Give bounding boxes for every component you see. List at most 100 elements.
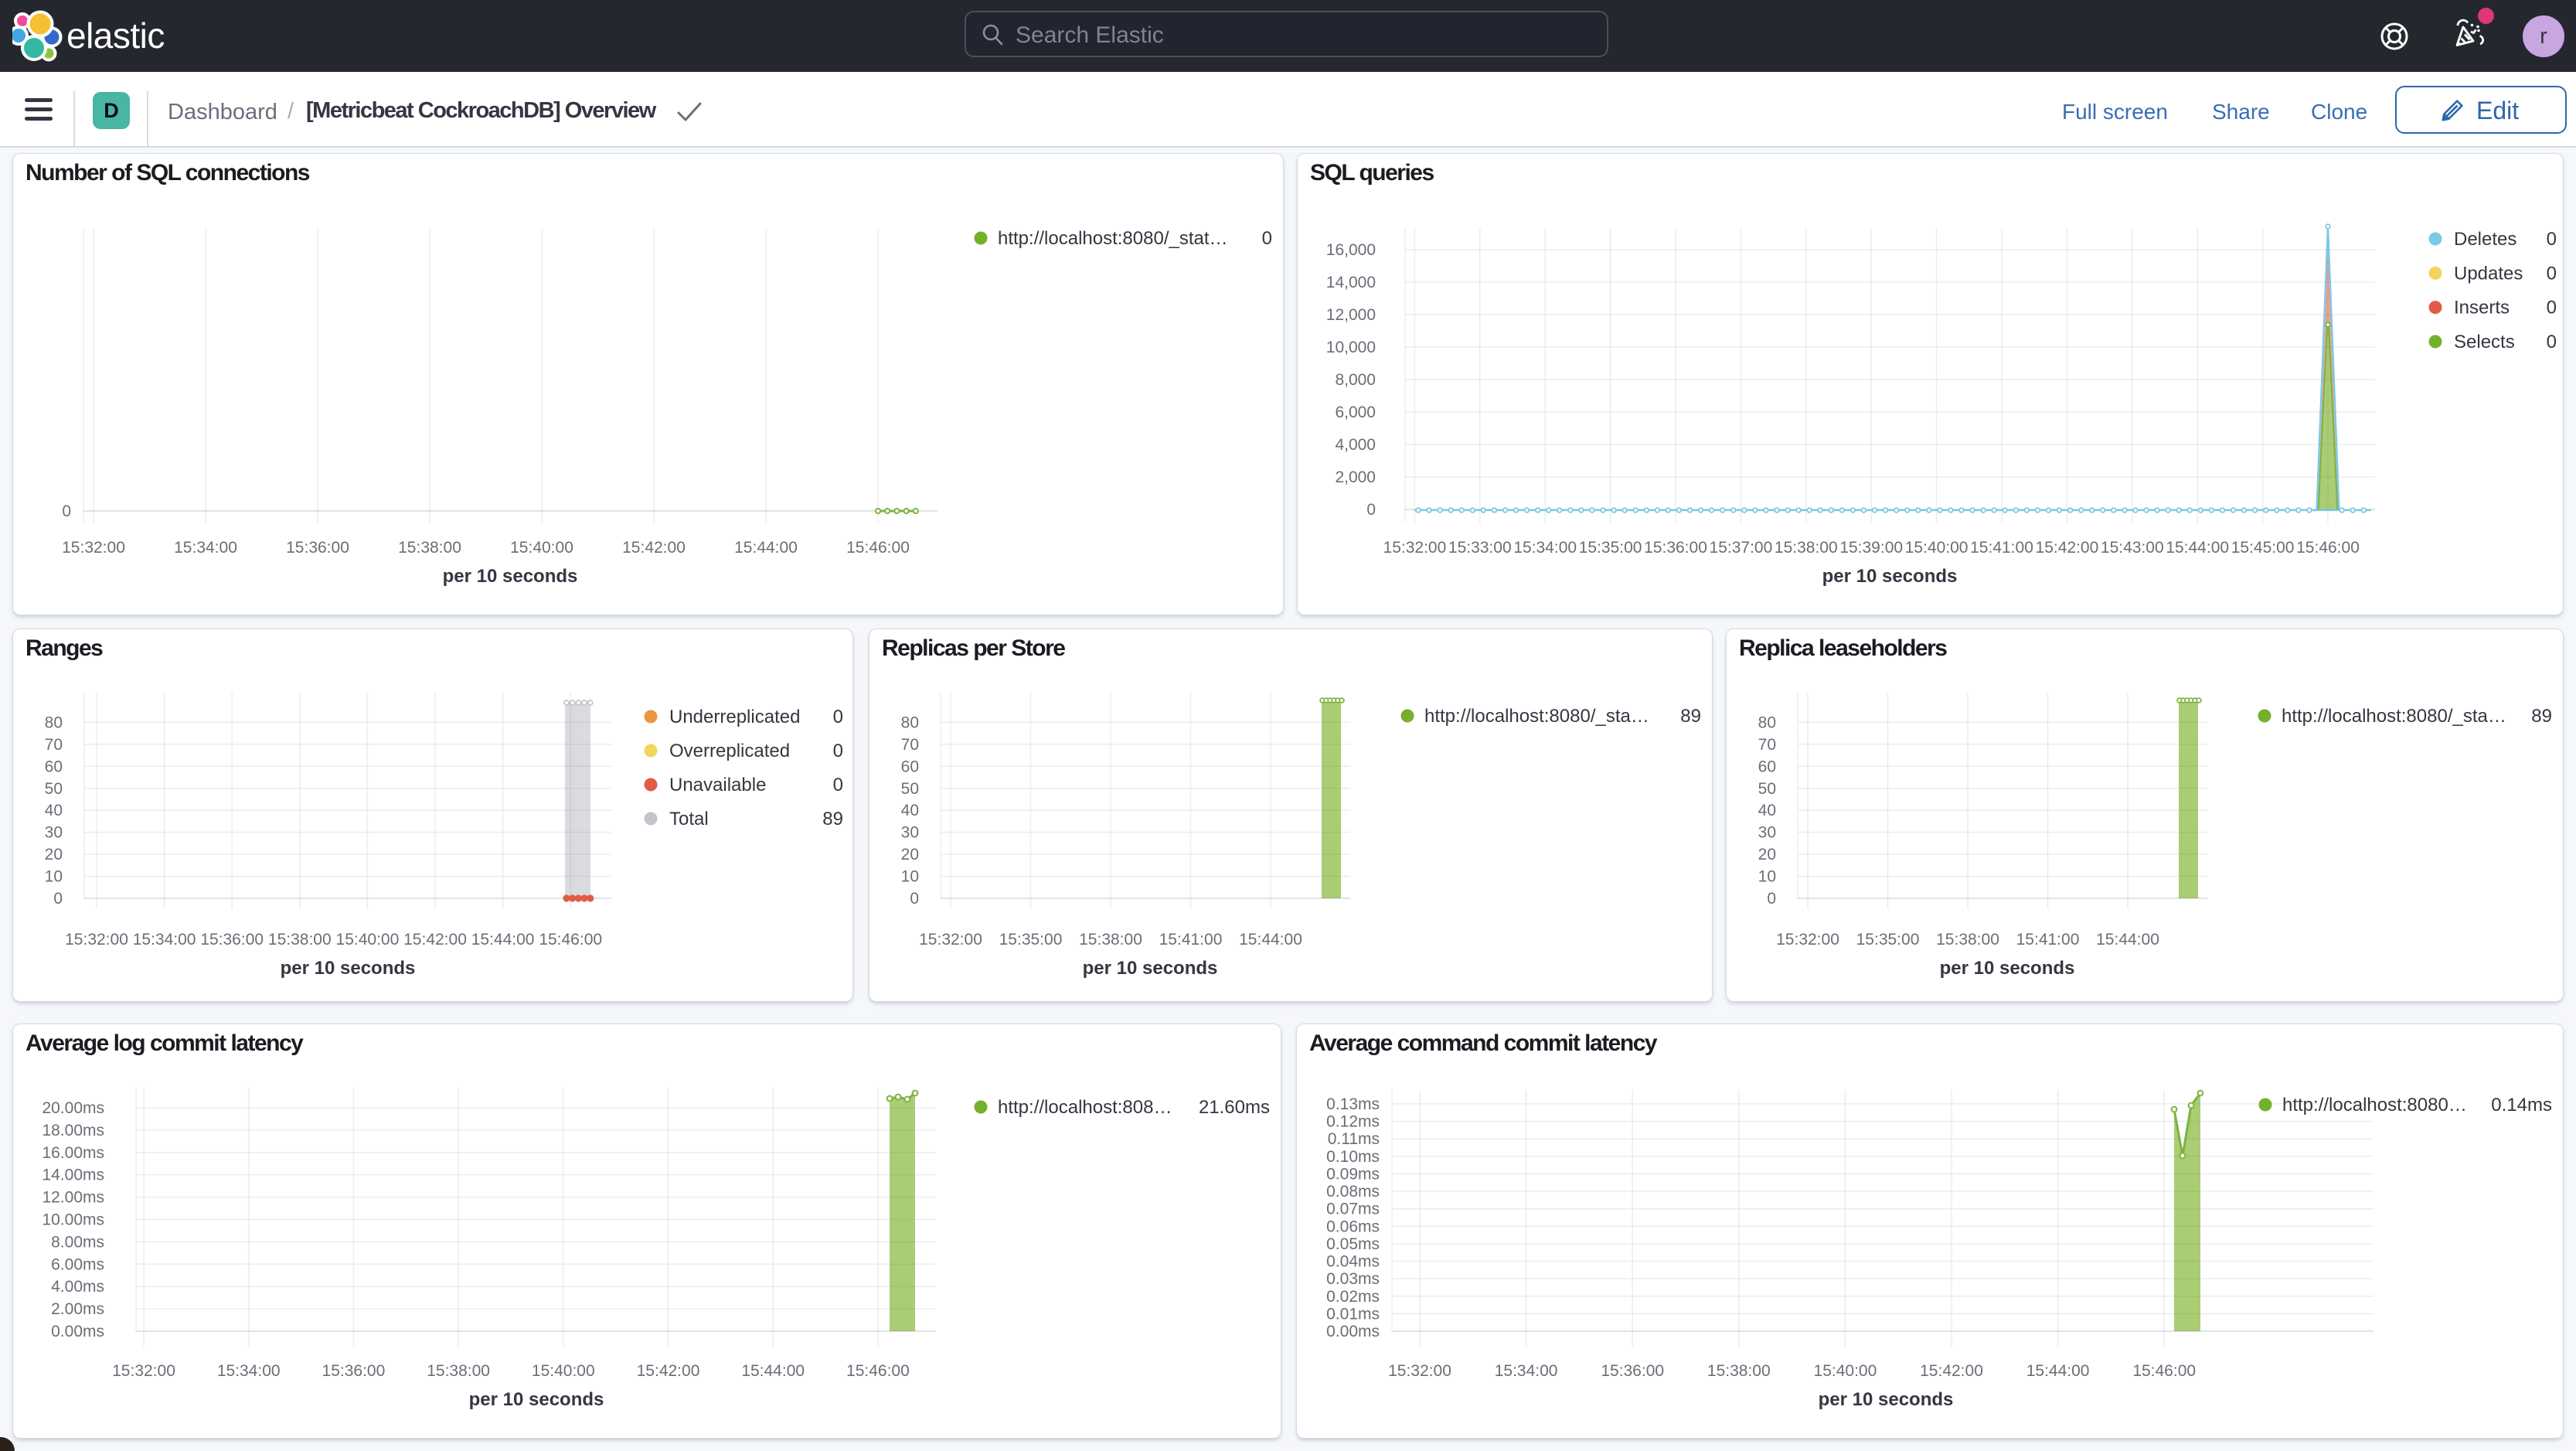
svg-text:50: 50 — [45, 780, 63, 798]
svg-text:15:36:00: 15:36:00 — [200, 931, 264, 949]
svg-text:15:34:00: 15:34:00 — [217, 1362, 281, 1380]
svg-text:0.00ms: 0.00ms — [1326, 1323, 1380, 1340]
svg-text:8.00ms: 8.00ms — [51, 1233, 104, 1251]
svg-text:http://localhost:8080/_stat…: http://localhost:8080/_stat… — [998, 228, 1228, 249]
svg-text:4.00ms: 4.00ms — [51, 1278, 104, 1296]
svg-text:15:38:00: 15:38:00 — [398, 539, 461, 557]
svg-text:15:44:00: 15:44:00 — [2096, 931, 2159, 949]
svg-text:30: 30 — [45, 824, 63, 842]
svg-text:30: 30 — [901, 824, 919, 842]
svg-text:70: 70 — [901, 736, 919, 754]
svg-text:0.00ms: 0.00ms — [51, 1323, 104, 1340]
svg-text:per 10 seconds: per 10 seconds — [281, 958, 416, 979]
svg-text:15:38:00: 15:38:00 — [1936, 931, 1999, 949]
svg-text:15:40:00: 15:40:00 — [1814, 1362, 1877, 1380]
svg-text:15:38:00: 15:38:00 — [268, 931, 332, 949]
svg-text:15:38:00: 15:38:00 — [1707, 1362, 1771, 1380]
svg-text:http://localhost:8080…: http://localhost:8080… — [2282, 1095, 2467, 1115]
svg-text:0.02ms: 0.02ms — [1326, 1288, 1380, 1306]
svg-text:per 10 seconds: per 10 seconds — [1940, 958, 2075, 979]
svg-text:Underreplicated: Underreplicated — [669, 707, 800, 727]
svg-text:15:41:00: 15:41:00 — [2016, 931, 2080, 949]
svg-text:15:44:00: 15:44:00 — [2166, 539, 2229, 557]
svg-text:0: 0 — [2547, 298, 2557, 318]
svg-text:15:42:00: 15:42:00 — [2036, 539, 2099, 557]
svg-text:http://localhost:808…: http://localhost:808… — [998, 1097, 1172, 1118]
svg-text:15:42:00: 15:42:00 — [403, 931, 467, 949]
svg-text:15:34:00: 15:34:00 — [1513, 539, 1577, 557]
svg-text:per 10 seconds: per 10 seconds — [469, 1389, 604, 1410]
svg-text:0.08ms: 0.08ms — [1326, 1183, 1380, 1201]
svg-text:Updates: Updates — [2454, 263, 2523, 284]
svg-text:15:44:00: 15:44:00 — [734, 539, 798, 557]
svg-text:15:34:00: 15:34:00 — [174, 539, 237, 557]
svg-text:0.13ms: 0.13ms — [1326, 1095, 1380, 1113]
svg-text:6.00ms: 6.00ms — [51, 1255, 104, 1273]
svg-text:15:46:00: 15:46:00 — [846, 539, 910, 557]
svg-text:20.00ms: 20.00ms — [42, 1099, 104, 1117]
svg-text:15:38:00: 15:38:00 — [1079, 931, 1142, 949]
svg-text:Overreplicated: Overreplicated — [669, 741, 790, 761]
svg-text:0: 0 — [833, 741, 843, 761]
svg-text:0.11ms: 0.11ms — [1328, 1130, 1380, 1148]
svg-text:21.60ms: 21.60ms — [1199, 1097, 1270, 1118]
svg-text:15:34:00: 15:34:00 — [1495, 1362, 1558, 1380]
svg-text:15:32:00: 15:32:00 — [112, 1362, 175, 1380]
svg-text:0.06ms: 0.06ms — [1326, 1218, 1380, 1235]
svg-text:10.00ms: 10.00ms — [42, 1211, 104, 1229]
svg-text:12.00ms: 12.00ms — [42, 1189, 104, 1207]
svg-text:0: 0 — [833, 775, 843, 795]
svg-text:0.01ms: 0.01ms — [1326, 1305, 1380, 1323]
svg-text:15:36:00: 15:36:00 — [1644, 539, 1707, 557]
svg-text:16.00ms: 16.00ms — [42, 1144, 104, 1162]
svg-text:40: 40 — [45, 802, 63, 819]
svg-text:15:36:00: 15:36:00 — [1601, 1362, 1664, 1380]
svg-text:0: 0 — [1767, 890, 1776, 908]
svg-text:15:40:00: 15:40:00 — [1905, 539, 1969, 557]
svg-text:40: 40 — [901, 802, 919, 819]
svg-text:15:35:00: 15:35:00 — [1856, 931, 1920, 949]
svg-text:89: 89 — [2531, 706, 2552, 727]
svg-text:15:38:00: 15:38:00 — [1775, 539, 1838, 557]
svg-text:0.12ms: 0.12ms — [1326, 1113, 1380, 1131]
svg-text:15:42:00: 15:42:00 — [622, 539, 686, 557]
svg-text:60: 60 — [1758, 758, 1776, 775]
svg-text:per 10 seconds: per 10 seconds — [1822, 566, 1958, 587]
svg-text:50: 50 — [1758, 780, 1776, 798]
svg-text:2.00ms: 2.00ms — [51, 1300, 104, 1318]
svg-text:0: 0 — [910, 890, 919, 908]
svg-text:0: 0 — [2547, 229, 2557, 250]
svg-text:0.05ms: 0.05ms — [1326, 1235, 1380, 1253]
svg-text:15:35:00: 15:35:00 — [1579, 539, 1642, 557]
svg-text:2,000: 2,000 — [1335, 468, 1376, 486]
svg-text:Inserts: Inserts — [2454, 298, 2510, 318]
svg-text:per 10 seconds: per 10 seconds — [1083, 958, 1218, 979]
svg-text:15:41:00: 15:41:00 — [1159, 931, 1223, 949]
svg-text:15:39:00: 15:39:00 — [1839, 539, 1903, 557]
svg-text:0.14ms: 0.14ms — [2491, 1095, 2552, 1115]
svg-text:15:46:00: 15:46:00 — [2132, 1362, 2196, 1380]
svg-text:Total: Total — [669, 809, 709, 829]
svg-text:20: 20 — [45, 846, 63, 863]
svg-text:15:44:00: 15:44:00 — [2026, 1362, 2090, 1380]
svg-text:per 10 seconds: per 10 seconds — [443, 566, 578, 587]
svg-text:15:38:00: 15:38:00 — [427, 1362, 490, 1380]
svg-text:Selects: Selects — [2454, 332, 2515, 353]
svg-text:15:32:00: 15:32:00 — [1383, 539, 1447, 557]
svg-text:Unavailable: Unavailable — [669, 775, 766, 795]
svg-text:15:41:00: 15:41:00 — [1970, 539, 2033, 557]
svg-text:10: 10 — [1758, 868, 1776, 886]
svg-text:15:40:00: 15:40:00 — [510, 539, 573, 557]
svg-text:15:42:00: 15:42:00 — [637, 1362, 700, 1380]
svg-text:50: 50 — [901, 780, 919, 798]
svg-text:15:45:00: 15:45:00 — [2231, 539, 2295, 557]
svg-text:0.09ms: 0.09ms — [1326, 1165, 1380, 1183]
svg-text:70: 70 — [45, 736, 63, 754]
svg-text:0: 0 — [53, 890, 63, 908]
svg-text:15:33:00: 15:33:00 — [1448, 539, 1512, 557]
svg-text:16,000: 16,000 — [1326, 241, 1376, 259]
svg-text:15:32:00: 15:32:00 — [1388, 1362, 1451, 1380]
svg-text:0.07ms: 0.07ms — [1326, 1201, 1380, 1218]
svg-text:15:44:00: 15:44:00 — [741, 1362, 805, 1380]
svg-text:15:44:00: 15:44:00 — [471, 931, 535, 949]
